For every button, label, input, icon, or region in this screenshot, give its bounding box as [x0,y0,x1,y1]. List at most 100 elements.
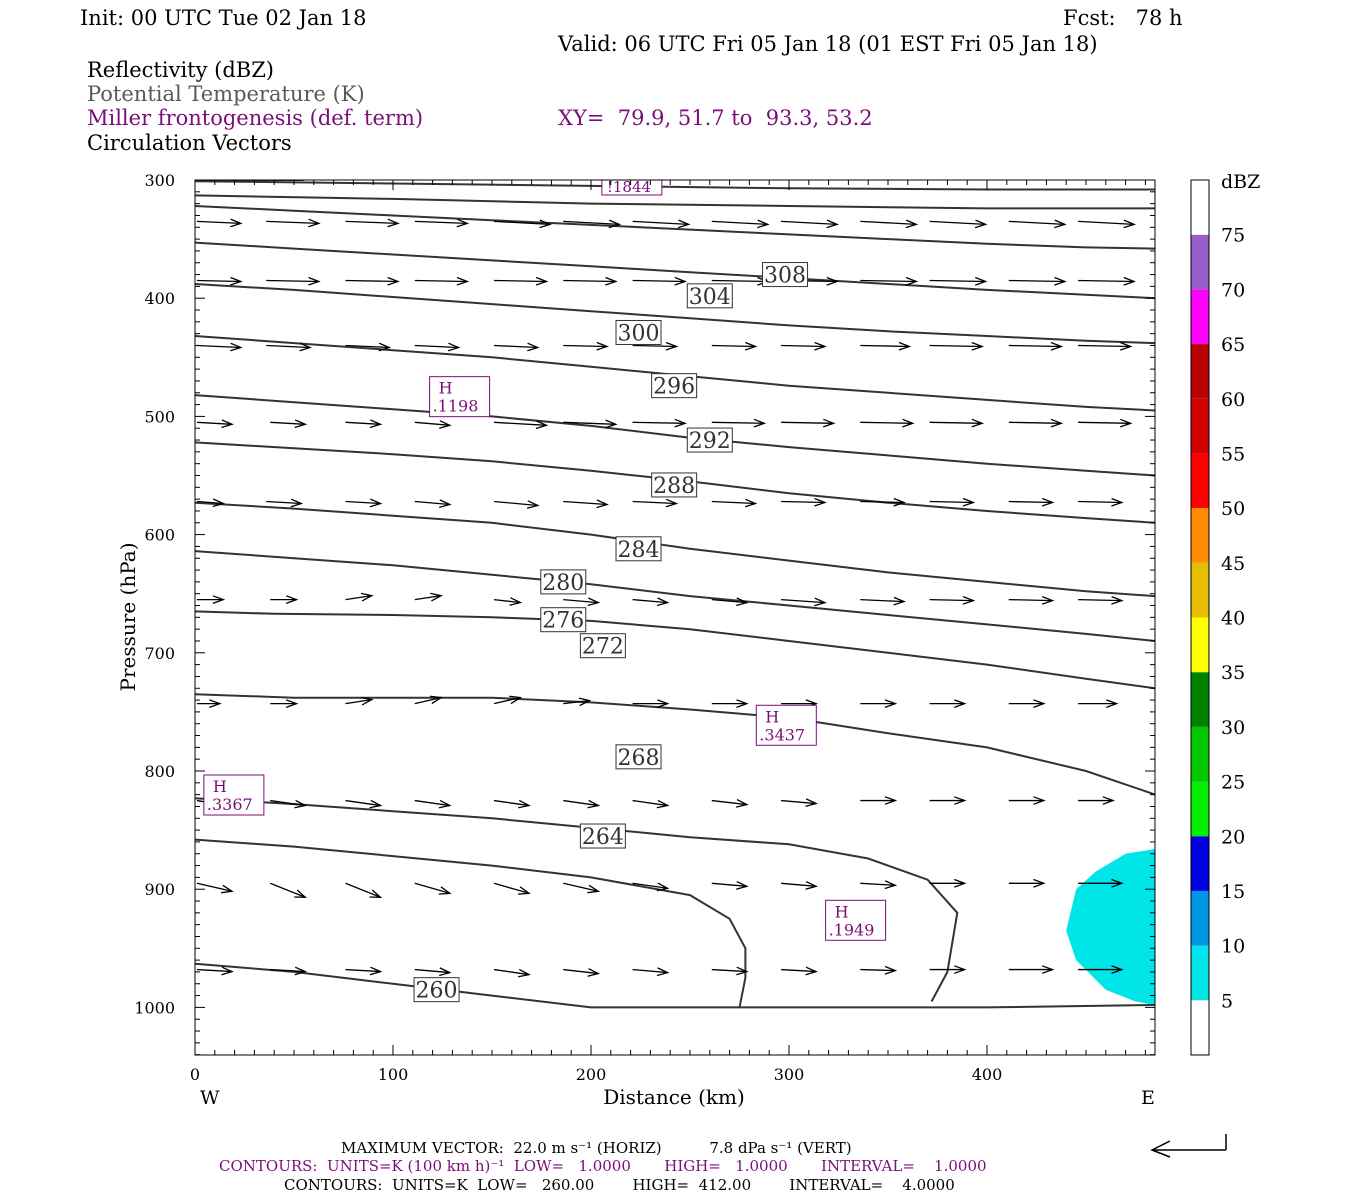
circulation-vector [632,276,688,286]
circulation-vector [197,699,222,709]
circulation-vector [493,420,549,430]
circulation-vector [1078,418,1133,428]
colorbar-label: 60 [1221,389,1245,411]
circulation-vector [414,342,461,352]
svg-text:296: 296 [653,375,695,400]
svg-text:276: 276 [542,609,584,634]
circulation-vector [1078,219,1136,229]
colorbar-segment [1191,726,1209,782]
circulation-vector [345,966,383,976]
circulation-vector [781,966,818,976]
circulation-vector [1078,497,1124,507]
circulation-vector [270,595,299,605]
circulation-vector [929,965,967,974]
circulation-vector [711,219,770,229]
theta-contour-info: CONTOURS: UNITS=K LOW= 260.00 HIGH= 412.… [284,1176,955,1194]
colorbar-label: 15 [1221,881,1245,903]
circulation-vector [632,498,679,508]
circulation-vector [1008,497,1055,507]
colorbar-segment [1191,180,1209,235]
circulation-vector [929,699,967,709]
colorbar-segment [1191,508,1209,563]
svg-text:H: H [835,902,849,921]
circulation-vector [1008,595,1055,605]
circulation-vector [563,419,618,429]
circulation-vector [270,699,299,709]
circulation-vector [270,419,308,429]
max-vector-info: MAXIMUM VECTOR: 22.0 m s⁻¹ (HORIZ) 7.8 d… [341,1139,852,1157]
circulation-vector [711,881,749,890]
circulation-vector [414,695,443,705]
frontogenesis-max-label: H.3367 [203,774,265,816]
circulation-vector [493,799,531,809]
circulation-vector [711,699,749,709]
x-tick-label: 100 [378,1065,409,1084]
field-reflectivity: Reflectivity (dBZ) [87,58,275,82]
circulation-vector [632,967,670,977]
east-label: E [1141,1087,1155,1109]
valid-time: Valid: 06 UTC Fri 05 Jan 18 (01 EST Fri … [558,32,1098,56]
circulation-vector [563,499,609,509]
colorbar-label: 75 [1221,225,1245,247]
circulation-vector [493,968,531,978]
circulation-vector [632,341,679,351]
circulation-vector [197,595,226,605]
circulation-vector [1008,796,1046,805]
x-axis-title: Distance (km) [603,1085,745,1109]
circulation-vector [632,418,687,428]
circulation-vector [929,595,976,605]
colorbar-segment [1191,1000,1209,1055]
circulation-vector [632,699,670,709]
colorbar-segment [1191,890,1209,946]
circulation-vector [1078,699,1119,709]
circulation-vector [929,418,984,428]
colorbar-segment [1191,617,1209,673]
svg-text:268: 268 [618,746,660,771]
y-tick-label: 600 [144,526,175,545]
theta-contour-line [195,501,1155,598]
colorbar-segment [1191,945,1209,1001]
x-tick-label: 0 [190,1065,200,1084]
circulation-vector [860,596,906,606]
circulation-vector [929,796,967,805]
colorbar-label: 55 [1221,443,1245,465]
circulation-vector [345,799,383,809]
circulation-vector [563,276,618,286]
circulation-vector [781,497,827,507]
theta-contour-line [195,205,1155,250]
frontogenesis-max-label: H.3437 [755,704,817,746]
circulation-vector [781,341,827,351]
colorbar-segment [1191,453,1209,509]
colorbar-label: 35 [1221,662,1245,684]
y-tick-label: 1000 [134,998,175,1017]
x-tick-label: 300 [774,1065,805,1084]
circulation-vector [196,342,243,352]
theta-contour-line [195,838,747,1008]
circulation-vector [860,219,919,229]
circulation-vector [632,799,670,809]
svg-text:.1198: .1198 [433,397,479,416]
svg-text:264: 264 [582,825,624,850]
frontogenesis-max-label: !1844 [601,178,663,196]
x-tick-label: 200 [576,1065,607,1084]
circulation-vector [860,497,906,507]
circulation-vector [781,219,839,229]
svg-text:308: 308 [764,264,806,289]
circulation-vector [414,218,470,228]
circulation-vector [563,597,601,607]
circulation-vector [345,882,383,898]
circulation-vector [345,498,383,508]
circulation-vector [196,498,226,508]
x-tick-label: 400 [972,1065,1003,1084]
colorbar-label: 5 [1221,990,1233,1012]
circulation-vector [345,218,400,228]
circulation-vector [1008,965,1055,974]
colorbar-segment [1191,836,1209,891]
circulation-vector [1008,418,1064,428]
plot-area [195,180,1155,1055]
circulation-vector [270,882,308,898]
circulation-vector [1008,219,1067,229]
circulation-vector [1008,699,1046,709]
theta-contour-label: 272 [579,633,626,660]
theta-contour-line [195,180,1155,191]
